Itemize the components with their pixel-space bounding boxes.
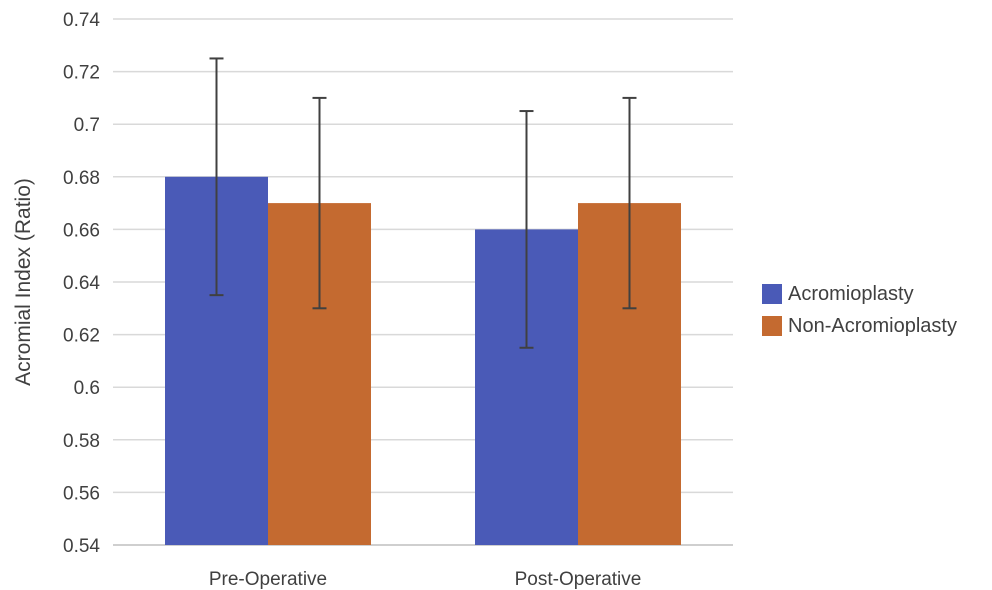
legend-label: Non-Acromioplasty — [788, 314, 957, 337]
error-bar — [622, 96, 637, 310]
legend: Acromioplasty Non-Acromioplasty — [762, 278, 957, 342]
y-tick-label: 0.56 — [63, 483, 100, 504]
legend-item-non-acromioplasty: Non-Acromioplasty — [762, 310, 957, 342]
bars — [165, 176, 681, 546]
y-tick-label: 0.58 — [63, 431, 100, 452]
y-tick-label: 0.54 — [63, 536, 100, 557]
error-bar — [312, 96, 327, 310]
error-bar — [209, 57, 224, 297]
legend-swatch-non-acromioplasty — [762, 316, 782, 336]
y-tick-label: 0.64 — [63, 273, 100, 294]
y-tick-label: 0.7 — [74, 115, 100, 136]
legend-item-acromioplasty: Acromioplasty — [762, 278, 957, 310]
legend-label: Acromioplasty — [788, 282, 914, 305]
y-axis-ticks: 0.54 0.56 0.58 0.6 0.62 0.64 0.66 0.68 0.7 0.72 0.… — [63, 10, 100, 557]
y-tick-label: 0.74 — [63, 10, 100, 31]
y-tick-label: 0.62 — [63, 326, 100, 347]
error-bars — [209, 57, 637, 349]
x-axis-ticks: Pre-Operative Post-Operative — [209, 569, 642, 590]
y-axis-title: Acromial Index (Ratio) — [12, 178, 35, 386]
y-tick-label: 0.66 — [63, 220, 100, 241]
x-tick-label: Post-Operative — [515, 569, 642, 590]
y-tick-label: 0.72 — [63, 63, 100, 84]
x-tick-label: Pre-Operative — [209, 569, 327, 590]
error-bar — [519, 110, 534, 349]
legend-swatch-acromioplasty — [762, 284, 782, 304]
y-tick-label: 0.68 — [63, 168, 100, 189]
y-tick-label: 0.6 — [74, 378, 100, 399]
